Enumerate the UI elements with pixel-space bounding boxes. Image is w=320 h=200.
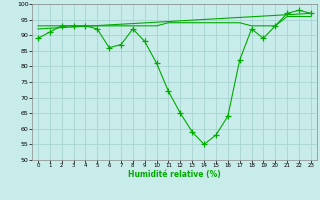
X-axis label: Humidité relative (%): Humidité relative (%) [128, 170, 221, 179]
